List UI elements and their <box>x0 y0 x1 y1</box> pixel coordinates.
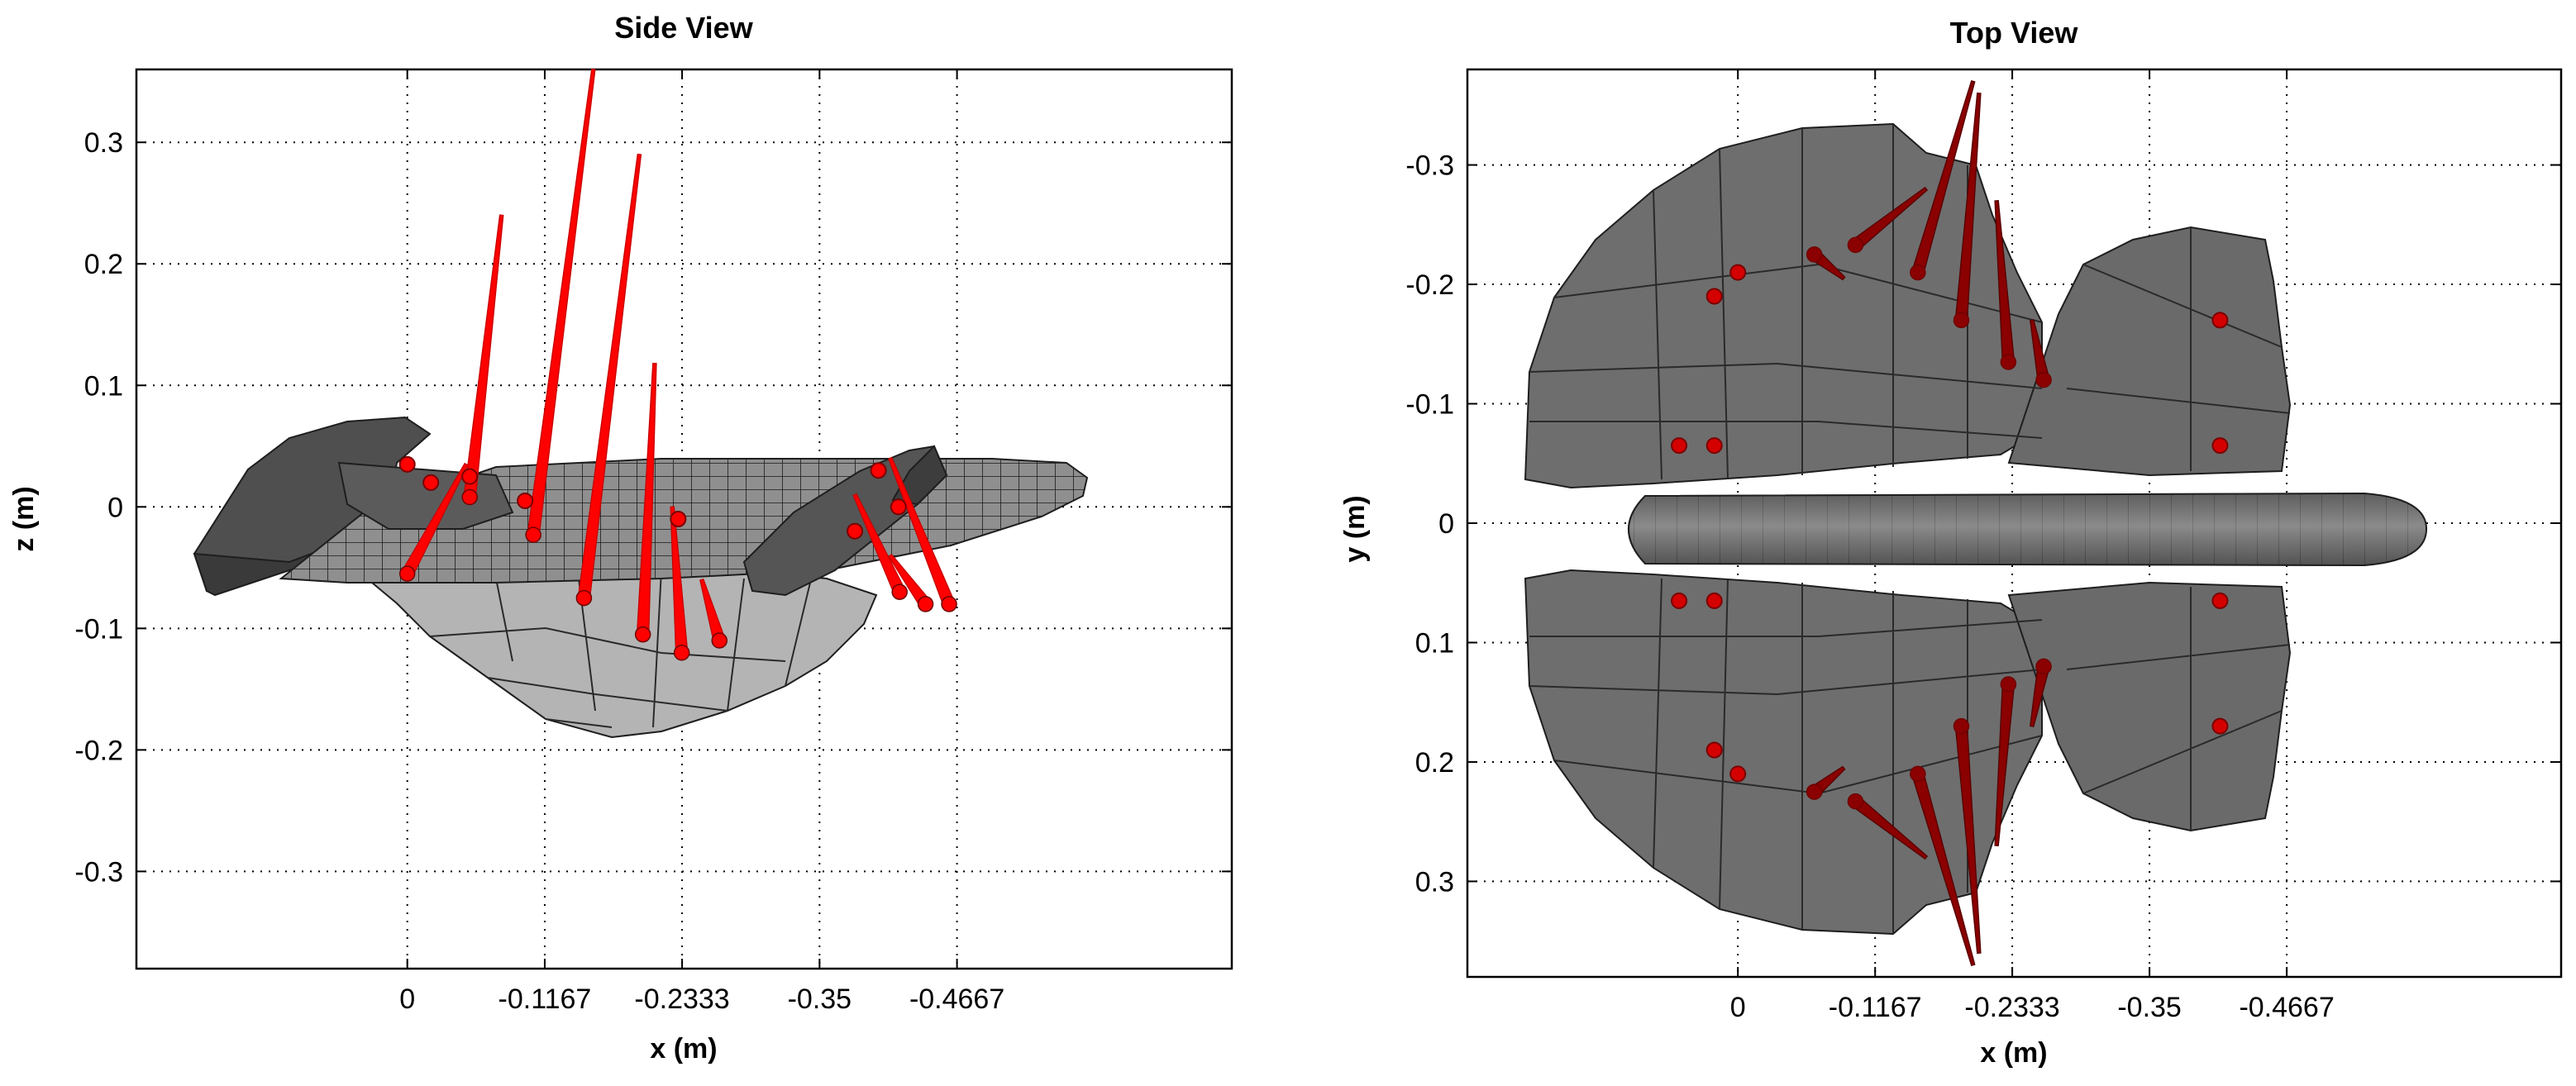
side-view-grid <box>136 69 1232 969</box>
side-ytick-label: 0.3 <box>84 127 123 159</box>
side-force-origin <box>673 644 690 661</box>
top-force-point <box>1729 264 1747 281</box>
side-force-point <box>890 498 907 516</box>
top-force-point <box>2211 717 2229 735</box>
side-force-origin <box>525 526 541 543</box>
top-force-point <box>1705 288 1723 305</box>
top-xtick-label: -0.1167 <box>1829 992 1922 1023</box>
top-view-panel: Top View 0 -0.1167 -0.2333 -0.35 -0.4667 -0.3… <box>1339 16 2563 1069</box>
side-force-origin <box>891 583 908 600</box>
top-force-point <box>1671 592 1688 609</box>
top-force-origin <box>1847 793 1864 810</box>
top-upper-rear-fin <box>2007 226 2292 477</box>
top-force-point <box>2211 592 2229 609</box>
top-xtick-label: -0.4667 <box>2239 992 2334 1023</box>
side-force-origin <box>941 596 957 612</box>
side-force-origin <box>398 565 416 582</box>
side-force-point <box>461 468 479 485</box>
top-force-point <box>2211 312 2229 329</box>
side-force-origin <box>711 632 727 649</box>
top-ytick-label: -0.2 <box>1405 269 1454 301</box>
side-force-point <box>398 455 416 473</box>
side-force-origin <box>917 596 934 612</box>
top-force-origin <box>1806 246 1823 263</box>
top-barrel-mesh <box>1628 492 2428 567</box>
top-force-origin <box>1910 765 1926 783</box>
side-lower-hull-lines <box>429 569 811 728</box>
top-force-point <box>1705 741 1723 759</box>
top-lower-rear-fin <box>2007 581 2292 832</box>
side-ytick-label: -0.1 <box>74 613 123 645</box>
side-force-point <box>870 462 887 479</box>
top-ytick-label: -0.3 <box>1405 150 1454 182</box>
top-force-point <box>1729 765 1747 783</box>
side-xtick-label: -0.2333 <box>634 984 729 1015</box>
top-force-origin <box>1806 784 1823 800</box>
side-force-origin <box>575 589 593 607</box>
side-view-title: Side View <box>614 11 753 45</box>
top-ytick-label: 0.3 <box>1415 866 1454 898</box>
top-force-point <box>2211 437 2229 455</box>
top-ytick-label: -0.1 <box>1405 389 1454 421</box>
top-force-origin <box>2000 676 2017 693</box>
top-force-origin <box>1910 264 1926 281</box>
top-force-origin <box>2035 371 2052 388</box>
top-view-ticks: 0 -0.1167 -0.2333 -0.35 -0.4667 -0.3 -0.2 -0.1 0… <box>1405 69 2561 1023</box>
top-xtick-label: -0.35 <box>2117 992 2182 1023</box>
side-force-point <box>422 474 440 491</box>
side-view-ylabel: z (m) <box>8 486 40 551</box>
side-ytick-label: 0.1 <box>84 370 123 402</box>
side-force-point <box>847 522 864 540</box>
side-ytick-label: -0.2 <box>74 735 123 766</box>
top-view-xlabel: x (m) <box>1980 1037 2047 1069</box>
side-xtick-label: -0.4667 <box>909 984 1004 1015</box>
side-force-origin <box>461 488 478 506</box>
side-ytick-label: 0 <box>107 492 123 523</box>
top-view-title: Top View <box>1950 16 2079 50</box>
top-ytick-label: 0.1 <box>1415 627 1454 659</box>
top-xtick-label: 0 <box>1730 992 1746 1023</box>
side-force-point <box>517 492 534 509</box>
top-xtick-label: -0.2333 <box>1964 992 2059 1023</box>
top-view-forces <box>1671 79 2229 967</box>
top-force-point <box>1671 437 1688 455</box>
top-force-origin <box>1953 312 1970 329</box>
top-force-origin <box>2035 658 2052 675</box>
top-view-ylabel: y (m) <box>1339 495 1371 562</box>
side-force-origin <box>634 626 651 643</box>
top-force-point <box>1705 592 1723 609</box>
top-force-origin <box>1953 717 1970 735</box>
side-ytick-label: 0.2 <box>84 249 123 280</box>
side-xtick-label: -0.35 <box>788 984 852 1015</box>
side-view-forces <box>398 68 957 661</box>
top-force-point <box>1705 437 1723 455</box>
top-ytick-label: 0 <box>1438 508 1454 540</box>
side-xtick-label: -0.1167 <box>499 984 592 1015</box>
side-force-point <box>670 511 687 527</box>
top-force-origin <box>1847 236 1864 254</box>
top-ytick-label: 0.2 <box>1415 747 1454 779</box>
side-xtick-label: 0 <box>399 984 415 1015</box>
side-view-panel: Side View 0 -0.1167 -0.2333 -0.35 -0.4667 0.3… <box>8 11 1233 1065</box>
side-ytick-label: -0.3 <box>74 856 123 888</box>
top-force-origin <box>2000 354 2017 370</box>
side-view-xlabel: x (m) <box>650 1033 717 1065</box>
side-view-ticks: 0 -0.1167 -0.2333 -0.35 -0.4667 0.3 0.2 0.1 0 -0.… <box>74 69 1232 1015</box>
